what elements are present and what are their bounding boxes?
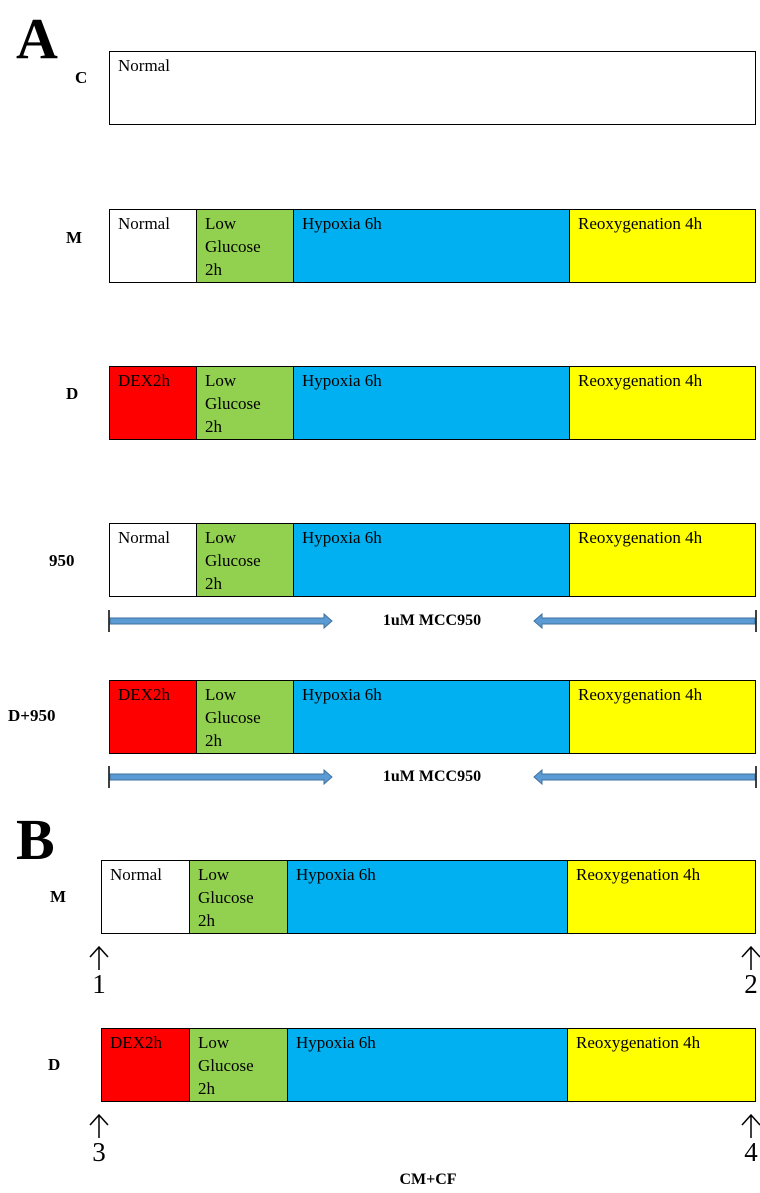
timeline-bar-d950: DEX2h Low Glucose 2h Hypoxia 6h Reoxygen… xyxy=(109,680,756,754)
segment-hypoxia: Hypoxia 6h xyxy=(288,1028,568,1102)
timepoint-number: 1 xyxy=(92,969,106,999)
row-label-d: D xyxy=(66,384,79,403)
segment-label: Low Glucose 2h xyxy=(205,371,261,436)
segment-label: DEX2h xyxy=(118,685,170,704)
segment-hypoxia: Hypoxia 6h xyxy=(294,680,570,754)
segment-reoxygenation: Reoxygenation 4h xyxy=(570,680,756,754)
segment-label: Low Glucose 2h xyxy=(198,865,254,930)
treatment-arrows xyxy=(108,766,757,788)
panel-letter-b: B xyxy=(16,807,55,872)
segment-low-glucose: Low Glucose 2h xyxy=(190,1028,288,1102)
segment-label: Normal xyxy=(118,528,170,547)
segment-label: Hypoxia 6h xyxy=(296,865,376,884)
treatment-span-950 xyxy=(107,609,759,633)
treatment-span-d950 xyxy=(107,765,759,789)
timeline-bar-m: Normal Low Glucose 2h Hypoxia 6h Reoxyge… xyxy=(109,209,756,283)
segment-label: Normal xyxy=(110,865,162,884)
segment-label: Low Glucose 2h xyxy=(205,214,261,279)
drug-label: 1uM MCC950 xyxy=(382,612,482,629)
treatment-arrows xyxy=(108,610,757,632)
segment-label: Reoxygenation 4h xyxy=(578,214,703,233)
segment-reoxygenation: Reoxygenation 4h xyxy=(568,860,756,934)
segment-label: Reoxygenation 4h xyxy=(578,685,703,704)
timeline-bar-950: Normal Low Glucose 2h Hypoxia 6h Reoxyge… xyxy=(109,523,756,597)
timeline-bar-b-d: DEX2h Low Glucose 2h Hypoxia 6h Reoxygen… xyxy=(101,1028,756,1102)
timepoint-3: 3 xyxy=(87,1113,111,1166)
segment-label: Hypoxia 6h xyxy=(296,1033,376,1052)
up-arrow-icon xyxy=(741,1113,760,1138)
segment-hypoxia: Hypoxia 6h xyxy=(294,209,570,283)
segment-label: Low Glucose 2h xyxy=(198,1033,254,1098)
segment-low-glucose: Low Glucose 2h xyxy=(197,523,294,597)
segment-label: DEX2h xyxy=(110,1033,162,1052)
segment-label: Reoxygenation 4h xyxy=(578,371,703,390)
panel-letter-a: A xyxy=(16,6,58,71)
segment-reoxygenation: Reoxygenation 4h xyxy=(570,366,756,440)
segment-label: Hypoxia 6h xyxy=(302,685,382,704)
segment-label: Normal xyxy=(118,56,170,75)
segment-normal: Normal xyxy=(101,860,190,934)
segment-dex: DEX2h xyxy=(109,680,197,754)
segment-label: Low Glucose 2h xyxy=(205,685,261,750)
segment-normal: Normal xyxy=(109,523,197,597)
timeline-bar-d: DEX2h Low Glucose 2h Hypoxia 6h Reoxygen… xyxy=(109,366,756,440)
segment-label: Hypoxia 6h xyxy=(302,371,382,390)
row-label-d950: D+950 xyxy=(8,706,56,725)
segment-label: Hypoxia 6h xyxy=(302,528,382,547)
segment-hypoxia: Hypoxia 6h xyxy=(294,523,570,597)
segment-dex: DEX2h xyxy=(101,1028,190,1102)
segment-label: Low Glucose 2h xyxy=(205,528,261,593)
segment-low-glucose: Low Glucose 2h xyxy=(197,209,294,283)
timepoint-4: 4 xyxy=(739,1113,760,1166)
row-label-m: M xyxy=(50,887,67,906)
up-arrow-icon xyxy=(89,1113,109,1138)
segment-dex: DEX2h xyxy=(109,366,197,440)
segment-low-glucose: Low Glucose 2h xyxy=(197,680,294,754)
up-arrow-icon xyxy=(89,945,109,970)
timeline-bar-c: Normal xyxy=(109,51,756,125)
timepoint-2: 2 xyxy=(739,945,760,998)
segment-reoxygenation: Reoxygenation 4h xyxy=(570,209,756,283)
timepoint-number: 3 xyxy=(92,1137,106,1167)
segment-hypoxia: Hypoxia 6h xyxy=(294,366,570,440)
segment-reoxygenation: Reoxygenation 4h xyxy=(568,1028,756,1102)
segment-normal: Normal xyxy=(109,51,756,125)
footer-label: CM+CF xyxy=(399,1171,457,1188)
segment-reoxygenation: Reoxygenation 4h xyxy=(570,523,756,597)
row-label-c: C xyxy=(75,68,88,87)
segment-label: Hypoxia 6h xyxy=(302,214,382,233)
timepoint-1: 1 xyxy=(87,945,111,998)
segment-label: Reoxygenation 4h xyxy=(576,865,701,884)
row-label-d: D xyxy=(48,1055,61,1074)
up-arrow-icon xyxy=(741,945,760,970)
segment-label: DEX2h xyxy=(118,371,170,390)
drug-label: 1uM MCC950 xyxy=(382,768,482,785)
segment-low-glucose: Low Glucose 2h xyxy=(190,860,288,934)
timepoint-number: 2 xyxy=(744,969,758,999)
segment-low-glucose: Low Glucose 2h xyxy=(197,366,294,440)
row-label-m: M xyxy=(66,228,83,247)
segment-label: Normal xyxy=(118,214,170,233)
segment-normal: Normal xyxy=(109,209,197,283)
segment-label: Reoxygenation 4h xyxy=(576,1033,701,1052)
timeline-bar-b-m: Normal Low Glucose 2h Hypoxia 6h Reoxyge… xyxy=(101,860,756,934)
segment-label: Reoxygenation 4h xyxy=(578,528,703,547)
row-label-950: 950 xyxy=(49,551,75,570)
segment-hypoxia: Hypoxia 6h xyxy=(288,860,568,934)
timepoint-number: 4 xyxy=(744,1137,758,1167)
